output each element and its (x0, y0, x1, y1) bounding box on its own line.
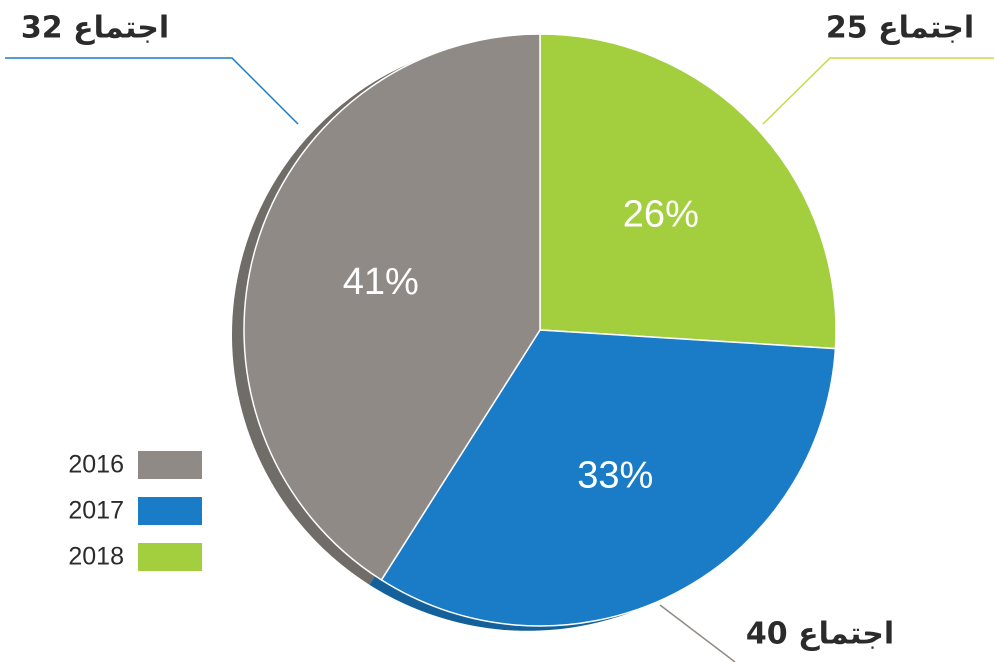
callout-label-2018: 25 اجتماع (826, 11, 974, 46)
callouts: 40 اجتماع 32 اجتماع 25 اجتماع (5, 11, 994, 662)
legend: 2016 2017 2018 (68, 451, 202, 571)
pie-slice-2016 (243, 33, 541, 581)
legend-swatch-2016 (138, 451, 202, 479)
percent-labels: 26% 33% 41% (343, 194, 699, 497)
pie-slices (232, 33, 837, 631)
callout-label-2016: 40 اجتماع (746, 617, 894, 652)
legend-label-2018: 2018 (68, 543, 124, 571)
percent-label-2018: 26% (623, 194, 699, 236)
leader-line-2016 (659, 604, 736, 662)
callout-label-2017: 32 اجتماع (21, 11, 169, 46)
leader-line-2017 (5, 57, 299, 125)
leader-line-2018 (762, 57, 994, 125)
percent-label-2016: 41% (343, 261, 419, 303)
legend-label-2016: 2016 (68, 451, 124, 479)
pie-slice-2018 (539, 33, 837, 350)
pie-slice-2017 (380, 329, 837, 627)
legend-swatch-2018 (138, 543, 202, 571)
legend-label-2017: 2017 (68, 497, 124, 525)
legend-swatch-2017 (138, 497, 202, 525)
percent-label-2017: 33% (577, 455, 653, 497)
